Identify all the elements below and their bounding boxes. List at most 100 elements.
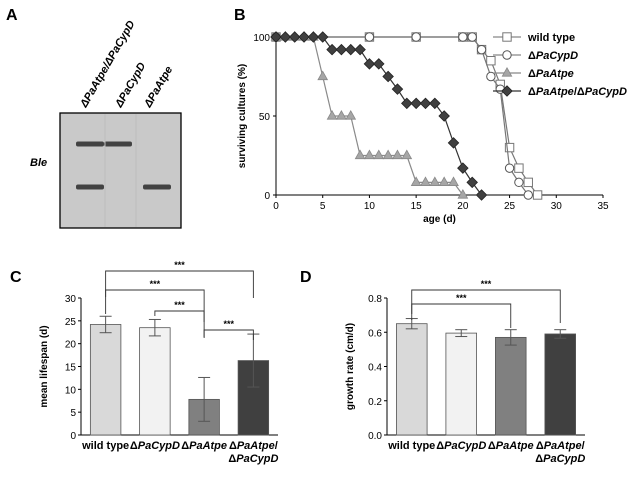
data-point	[458, 32, 468, 42]
data-point	[326, 43, 338, 56]
data-point	[429, 176, 441, 186]
data-point	[363, 58, 376, 70]
series-line	[276, 36, 539, 196]
data-point	[401, 97, 413, 110]
blot-band-1-upper	[104, 141, 132, 147]
bracket-line	[411, 289, 561, 323]
data-point	[467, 32, 477, 42]
category-label: ΔPaAtpe	[181, 440, 227, 452]
x-tick-label: 0	[273, 201, 279, 212]
panel-label-d: D	[300, 269, 312, 286]
significance-bracket: ***	[411, 279, 561, 323]
data-point	[410, 176, 422, 186]
growth-rate-chart: 0.0 0.2 0.4 0.6 0.8 growth rate (cm/d) wild ty…	[345, 279, 585, 465]
y-axis-label: growth rate (cm/d)	[345, 323, 356, 410]
data-point	[354, 43, 366, 56]
data-point	[345, 109, 357, 120]
data-point	[410, 97, 422, 110]
data-point	[532, 190, 543, 200]
significance-stars: ***	[223, 319, 234, 329]
blot-band-0-lower	[76, 184, 104, 190]
data-point	[354, 149, 366, 160]
data-point	[514, 163, 524, 173]
significance-stars: ***	[174, 260, 185, 270]
legend-label: ΔPaAtpe/ΔPaCypD	[528, 86, 627, 98]
y-tick-label: 0	[70, 431, 76, 442]
band-label-ble: Ble	[30, 157, 47, 169]
blot-bands	[76, 114, 171, 227]
panel-label-b: B	[234, 7, 246, 24]
y-tick-label: 0.4	[368, 363, 382, 374]
bar-1	[445, 332, 477, 436]
data-point	[411, 32, 421, 42]
y-tick-label: 0	[264, 191, 270, 202]
data-point	[364, 149, 375, 160]
x-axis-label: age (d)	[423, 214, 456, 225]
data-point	[298, 31, 310, 43]
significance-stars: ***	[481, 279, 492, 289]
data-point	[523, 177, 533, 188]
data-point	[307, 31, 320, 43]
data-point	[457, 162, 469, 174]
data-point	[438, 176, 450, 186]
legend-label: wild type	[527, 32, 575, 44]
data-point	[486, 71, 496, 82]
data-point	[382, 149, 394, 160]
data-point	[401, 149, 413, 160]
category-label: ΔPaAtpe/	[229, 440, 278, 452]
panel-label-a: A	[6, 7, 18, 24]
category-label: ΔPaCypD	[228, 453, 278, 465]
bracket-line	[203, 329, 254, 340]
data-point	[523, 190, 533, 200]
y-tick-label: 0.2	[368, 397, 382, 408]
data-point	[344, 43, 357, 56]
bracket-line	[411, 303, 512, 328]
category-label: ΔPaCypD	[535, 453, 585, 465]
data-point	[335, 43, 348, 56]
y-tick-label: 50	[259, 112, 271, 123]
bar-0	[396, 323, 428, 436]
significance-bracket: ***	[105, 279, 205, 322]
significance-stars: ***	[174, 300, 185, 310]
blot-image	[59, 112, 182, 229]
x-tick-label: 10	[364, 201, 376, 212]
y-tick-label: 15	[65, 363, 77, 374]
legend-marker	[501, 85, 513, 97]
x-tick-label: 5	[320, 201, 326, 212]
survival-chart: 0 5 10 15 20 25 30 35 0 50 100 age (d) surviving cul…	[237, 30, 627, 225]
legend-label: ΔPaAtpe	[528, 68, 574, 80]
data-point	[419, 97, 432, 110]
panel-label-c: C	[10, 269, 22, 286]
category-label: wild type	[81, 440, 129, 452]
legend-marker	[502, 32, 512, 42]
y-tick-label: 0.6	[368, 328, 382, 339]
y-tick-label: 20	[65, 340, 77, 351]
category-label: ΔPaCypD	[130, 440, 180, 452]
lane-labels: ΔPaAtpe/ΔPaCypD ΔPaCypD ΔPaAtpe	[78, 19, 176, 111]
bracket-line	[154, 310, 205, 337]
data-point	[316, 31, 329, 43]
legend-marker	[501, 66, 513, 77]
legend-label: ΔPaCypD	[528, 50, 578, 62]
data-point	[326, 109, 338, 120]
data-point	[504, 163, 515, 173]
y-tick-label: 25	[65, 317, 77, 328]
data-point	[476, 44, 487, 55]
data-point	[457, 188, 469, 199]
data-point	[288, 31, 301, 43]
data-point	[373, 149, 385, 160]
bracket-line	[105, 289, 205, 322]
data-point	[420, 176, 431, 186]
x-tick-label: 20	[457, 201, 469, 212]
significance-bracket: ***	[154, 300, 205, 337]
data-point	[392, 149, 403, 160]
data-point	[466, 176, 478, 189]
data-point	[382, 70, 394, 83]
series-3	[270, 31, 488, 201]
y-tick-label: 10	[65, 385, 77, 396]
y-axis-label: surviving cultures (%)	[237, 64, 248, 168]
bar-0	[89, 324, 122, 436]
legend-marker	[502, 50, 512, 60]
